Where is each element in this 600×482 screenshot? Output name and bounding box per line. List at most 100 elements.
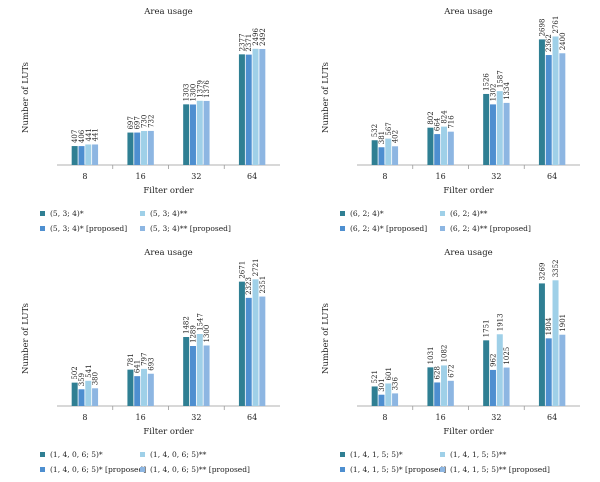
y-axis-label: Number of LUTs [21, 303, 31, 374]
chart-panel-5-3-4: Area usage Number of LUTs 8 407 406 441 441 16 6… [0, 0, 300, 241]
bar [489, 104, 496, 165]
x-tick-label: 16 [136, 413, 146, 422]
bar [559, 53, 566, 165]
data-label: 2761 [552, 16, 560, 34]
data-label: 2671 [238, 261, 246, 279]
bar [141, 131, 148, 165]
data-label: 2377 [238, 34, 246, 52]
data-label: 1302 [489, 84, 497, 102]
bar [503, 102, 510, 165]
bar [85, 380, 92, 406]
x-tick-label: 32 [491, 413, 501, 422]
bar [385, 138, 392, 165]
bar [371, 140, 378, 165]
legend-label: (5, 3; 4)* [50, 209, 84, 218]
x-axis-label: Filter order [443, 427, 494, 437]
legend-swatch [140, 226, 145, 231]
data-label: 406 [78, 129, 86, 143]
bar [71, 146, 78, 165]
legend-swatch [140, 467, 145, 472]
data-label: 697 [127, 116, 135, 129]
data-label: 2721 [252, 259, 260, 277]
legend-item: (5, 3; 4)** [proposed] [140, 224, 231, 233]
bar [259, 296, 266, 406]
bar [147, 130, 154, 165]
legend-item: (5, 3; 4)* [40, 209, 84, 218]
bar [392, 146, 399, 165]
bar [196, 333, 203, 406]
legend-label: (6, 2; 4)* [proposed] [350, 224, 428, 233]
data-label: 781 [127, 353, 135, 366]
data-label: 1031 [427, 347, 435, 365]
data-label: 2371 [245, 34, 253, 52]
legend-swatch [340, 452, 345, 457]
bar [259, 48, 266, 165]
bar [483, 93, 490, 165]
data-label: 1901 [559, 314, 567, 332]
data-label: 1289 [189, 325, 197, 343]
data-label: 336 [392, 376, 400, 390]
data-label: 797 [141, 353, 149, 366]
bar [245, 297, 252, 406]
bar [147, 373, 154, 406]
data-label: 1804 [545, 317, 553, 335]
data-label: 532 [371, 124, 379, 137]
legend-label: (5, 3; 4)** [150, 209, 188, 218]
x-tick-label: 8 [82, 413, 87, 422]
bar [92, 144, 99, 165]
data-label: 359 [78, 373, 86, 386]
legend-item: (1, 4, 1, 5; 5)* [proposed] [340, 465, 446, 474]
data-label: 521 [371, 370, 379, 383]
legend-item: (1, 4, 0, 6; 5)** [140, 450, 206, 459]
bar [134, 376, 141, 406]
x-tick-label: 32 [491, 172, 501, 181]
legend-label: (1, 4, 1, 5; 5)* [proposed] [350, 465, 447, 474]
bar [127, 369, 134, 406]
legend-label: (1, 4, 1, 5; 5)** [proposed] [450, 465, 550, 474]
data-label: 601 [385, 367, 393, 380]
legend-swatch [340, 467, 345, 472]
bar [552, 280, 559, 406]
bar [559, 334, 566, 406]
legend-label: (5, 3; 4)* [proposed] [50, 224, 128, 233]
bar [78, 389, 85, 406]
data-label: 2323 [245, 277, 253, 295]
x-tick-label: 64 [547, 172, 557, 181]
bar [189, 104, 196, 165]
bar [238, 54, 245, 165]
bar [447, 131, 454, 165]
data-label: 1025 [503, 347, 511, 365]
legend-label: (1, 4, 0, 6; 5)** [proposed] [150, 465, 250, 474]
bar [392, 393, 399, 406]
legend-item: (1, 4, 1, 5; 5)** [proposed] [440, 465, 550, 474]
x-tick-label: 8 [382, 172, 387, 181]
data-label: 402 [392, 130, 400, 143]
x-tick-label: 16 [136, 172, 146, 181]
data-label: 301 [378, 378, 386, 391]
legend-item: (1, 4, 0, 6; 5)* [40, 450, 103, 459]
legend-swatch [440, 452, 445, 457]
data-label: 3269 [538, 263, 546, 281]
bar [85, 144, 92, 165]
legend-label: (6, 2; 4)** [450, 209, 488, 218]
bar [141, 368, 148, 406]
data-label: 732 [147, 115, 155, 128]
legend-item: (1, 4, 0, 6; 5)** [proposed] [140, 465, 250, 474]
legend-swatch [340, 211, 345, 216]
legend-label: (1, 4, 0, 6; 5)** [150, 450, 207, 459]
bar [545, 338, 552, 406]
y-axis-label: Number of LUTs [21, 62, 31, 133]
data-label: 697 [134, 116, 142, 129]
legend-item: (1, 4, 0, 6; 5)* [proposed] [40, 465, 146, 474]
legend-label: (6, 2; 4)** [proposed] [450, 224, 531, 233]
bar [496, 334, 503, 406]
chart-title: Area usage [443, 7, 492, 17]
chart-title: Area usage [143, 7, 192, 17]
x-tick-label: 32 [191, 172, 201, 181]
legend-label: (1, 4, 0, 6; 5)* [50, 450, 103, 459]
bar [252, 279, 259, 406]
legend-label: (1, 4, 1, 5; 5)* [350, 450, 403, 459]
bar [127, 132, 134, 165]
